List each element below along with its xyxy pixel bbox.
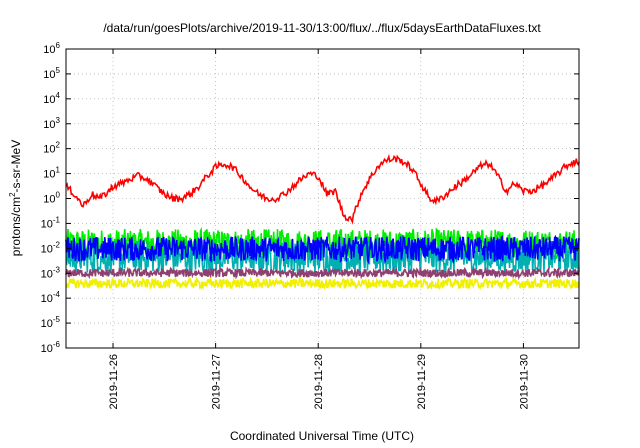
x-axis-ticks: 2019-11-26 2019-11-27 2019-11-28 2019-11-29… <box>108 49 530 409</box>
y-tick-label-exp: 6 <box>56 41 61 50</box>
y-tick-label-base: 10 <box>41 218 53 230</box>
y-axis-label-exp: 2 <box>8 192 17 197</box>
y-tick-label-exp: 1 <box>56 166 61 175</box>
y-tick-label: 10-3 <box>41 265 61 280</box>
band-series-line <box>65 266 580 281</box>
y-tick-label-base: 10 <box>41 243 53 255</box>
y-tick-label-base: 10 <box>43 119 55 131</box>
x-tick-label: 2019-11-26 <box>108 354 120 409</box>
grid <box>66 49 579 348</box>
y-tick-label: 100 <box>43 191 60 206</box>
x-tick-label: 2019-11-28 <box>313 354 325 409</box>
y-tick-label-base: 10 <box>43 169 55 181</box>
y-tick-label-exp: 2 <box>56 141 61 150</box>
y-tick-label: 101 <box>43 166 60 181</box>
y-tick-label-base: 10 <box>43 194 55 206</box>
band-series-line <box>65 276 580 291</box>
y-tick-label: 105 <box>43 66 60 81</box>
y-tick-label-base: 10 <box>43 94 55 106</box>
y-tick-label-exp: 3 <box>56 116 61 125</box>
y-tick-label-base: 10 <box>43 44 55 56</box>
series-layer <box>65 153 580 291</box>
y-tick-label: 10-4 <box>41 290 61 305</box>
y-tick-label: 10-2 <box>41 240 61 255</box>
y-tick-label-exp: -3 <box>53 265 61 274</box>
y-tick-label-base: 10 <box>41 293 53 305</box>
y-tick-label-exp: -5 <box>53 315 61 324</box>
x-tick-label: 2019-11-30 <box>518 354 530 409</box>
x-tick-label: 2019-11-27 <box>211 354 223 409</box>
red-series-line <box>65 153 580 225</box>
y-axis-label-rest: -s-sr-MeV <box>9 140 23 193</box>
y-tick-label-base: 10 <box>43 144 55 156</box>
y-tick-label-base: 10 <box>41 268 53 280</box>
y-tick-label-base: 10 <box>43 69 55 81</box>
y-tick-label-exp: -6 <box>53 340 61 349</box>
y-tick-label: 10-1 <box>41 215 61 230</box>
x-axis-label: Coordinated Universal Time (UTC) <box>230 429 414 443</box>
chart-title: /data/run/goesPlots/archive/2019-11-30/1… <box>103 21 541 35</box>
y-tick-label-exp: -1 <box>53 215 61 224</box>
y-tick-label: 10-6 <box>41 340 61 355</box>
y-tick-label-base: 10 <box>41 343 53 355</box>
y-tick-label-exp: 5 <box>56 66 61 75</box>
y-tick-label-base: 10 <box>41 318 53 330</box>
y-tick-label: 103 <box>43 116 60 131</box>
y-tick-label: 106 <box>43 41 60 56</box>
y-axis-ticks: 10-610-510-410-310-210-11001011021031041… <box>41 41 579 355</box>
y-tick-label-exp: 4 <box>56 91 61 100</box>
y-axis-label-base: protons/cm <box>9 197 23 256</box>
y-tick-label: 102 <box>43 141 60 156</box>
y-tick-label-exp: 0 <box>56 191 61 200</box>
y-tick-label: 104 <box>43 91 60 106</box>
band-series-line <box>65 234 580 265</box>
y-tick-label: 10-5 <box>41 315 61 330</box>
y-axis-label: protons/cm2-s-sr-MeV <box>8 140 23 256</box>
y-tick-label-exp: -2 <box>53 240 61 249</box>
y-tick-label-exp: -4 <box>53 290 61 299</box>
x-tick-label: 2019-11-29 <box>416 354 428 409</box>
